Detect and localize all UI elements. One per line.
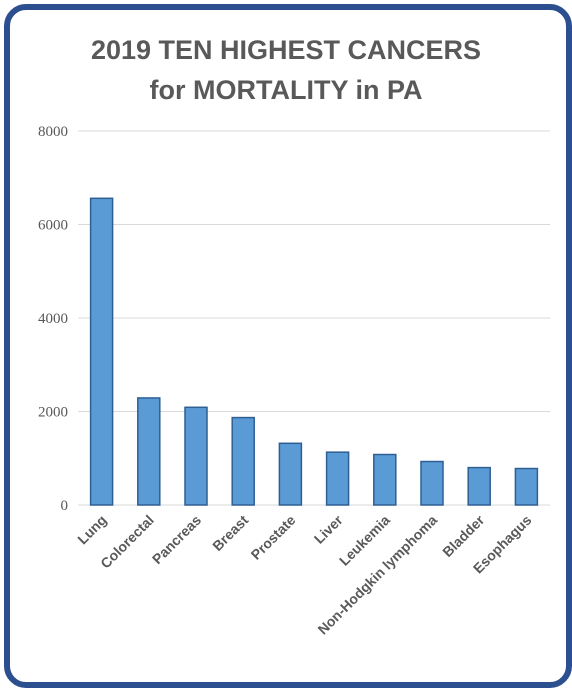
y-tick-label: 8000 <box>38 124 68 140</box>
y-tick-label: 2000 <box>38 405 68 421</box>
bar-breast <box>231 416 255 506</box>
bar-prostate <box>278 442 303 506</box>
bar-liver <box>325 451 350 506</box>
chart-title-line-1: 2019 TEN HIGHEST CANCERS <box>90 35 482 65</box>
x-tick-label: Pancreas <box>149 512 204 567</box>
bar-pancreas <box>184 406 208 506</box>
bar-bladder <box>467 466 491 506</box>
x-tick-label: Liver <box>311 511 346 546</box>
bar-leukemia <box>373 453 397 506</box>
x-tick-label: Prostate <box>248 512 299 563</box>
x-tick-label: Lung <box>74 512 110 548</box>
bar-esophagus <box>514 467 539 506</box>
bar-non-hodgkin-lymphoma <box>420 460 444 506</box>
bar-colorectal <box>137 397 161 506</box>
x-tick-label: Breast <box>209 512 251 554</box>
y-tick-label: 0 <box>61 498 69 514</box>
y-tick-label: 4000 <box>38 311 68 327</box>
x-tick-label: Bladder <box>439 511 488 560</box>
chart-title-line-2: for MORTALITY in PA <box>149 75 423 105</box>
chart-title: 2019 TEN HIGHEST CANCERS for MORTALITY i… <box>10 30 562 110</box>
y-tick-label: 6000 <box>38 218 68 234</box>
bar-lung <box>89 197 114 506</box>
